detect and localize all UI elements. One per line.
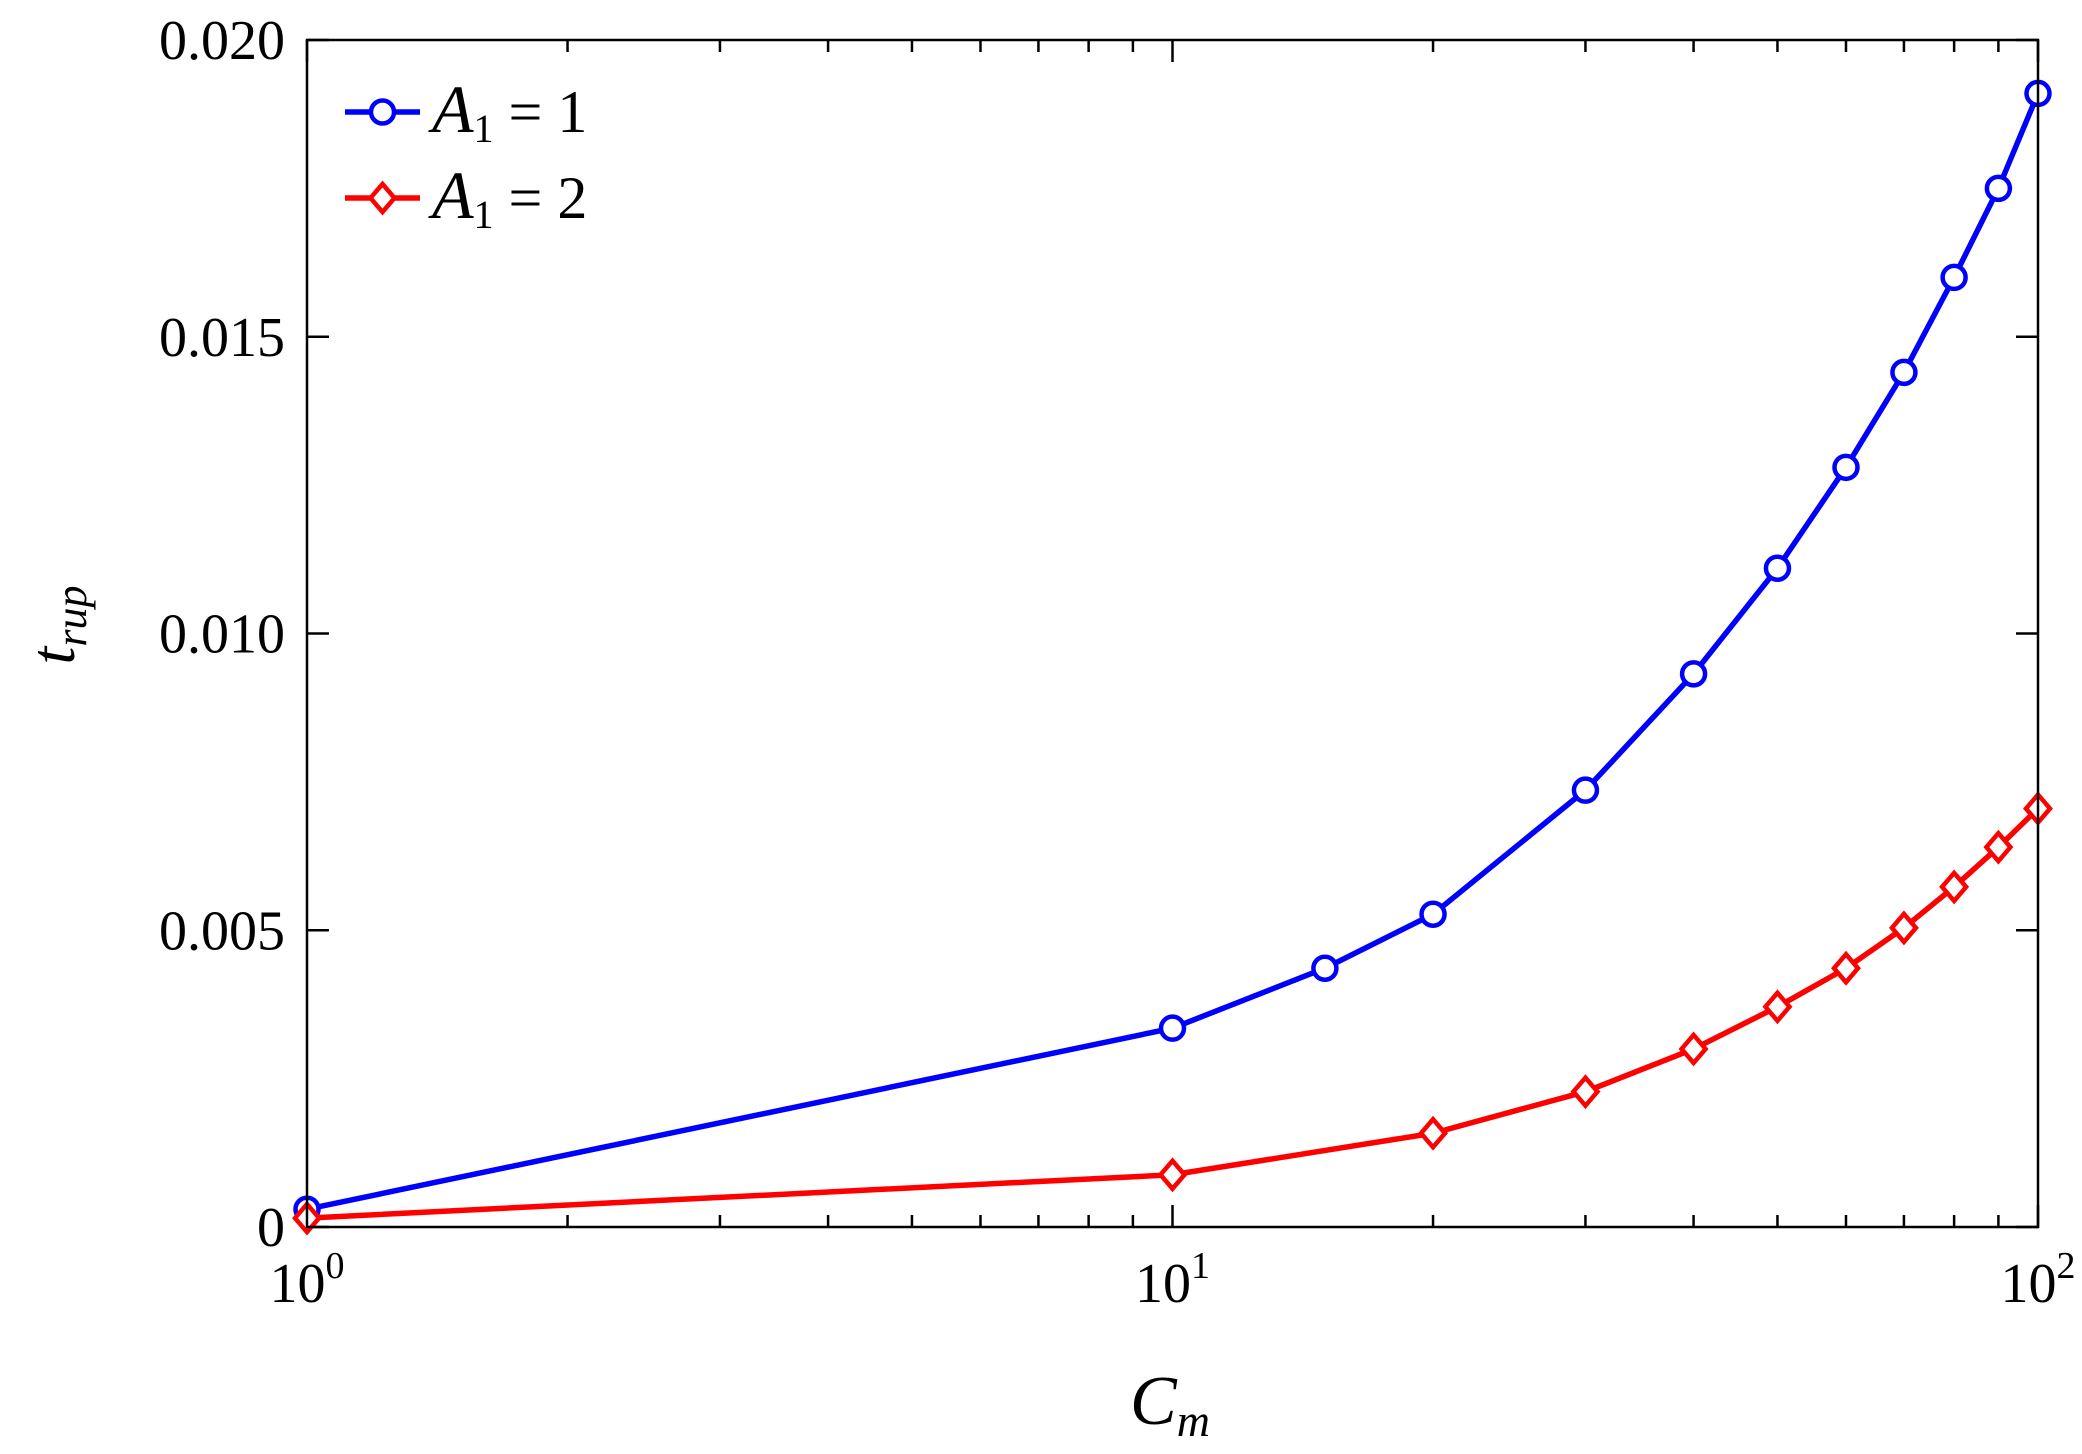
x-tick-label-exponent: 2 [2057, 1245, 2076, 1287]
series-2 [292, 791, 2053, 1236]
data-point-circle [1890, 358, 1918, 387]
plot-frame [305, 38, 2040, 1229]
y-axis-label-main: t [17, 644, 88, 664]
legend-label: A1 = 1 [428, 71, 587, 151]
legend-label-rest: = 2 [494, 165, 588, 231]
data-point-circle [1940, 263, 1968, 292]
legend-entry: A1 = 2 [345, 157, 587, 237]
data-point-diamond [1983, 829, 2014, 865]
series-layer [292, 79, 2053, 1236]
data-point-circle [1311, 954, 1339, 982]
legend-label-rest: = 1 [494, 79, 588, 145]
y-tick-label: 0.010 [159, 604, 285, 666]
legend-label-sub: 1 [474, 106, 494, 151]
legend-marker-diamond [367, 180, 398, 216]
y-tick-label: 0.005 [159, 900, 285, 962]
data-point-diamond [1678, 1031, 1709, 1067]
x-tick-label-base: 10 [2001, 1253, 2057, 1315]
data-point-circle [1419, 900, 1447, 928]
data-point-diamond [1570, 1074, 1601, 1110]
legend-label: A1 = 2 [428, 157, 587, 237]
data-point-diamond [1418, 1115, 1449, 1151]
data-point-diamond [1762, 989, 1793, 1025]
series-line [306, 92, 2041, 1212]
data-point-diamond [1939, 869, 1970, 905]
y-tick-label: 0 [257, 1197, 285, 1259]
data-point-circle [1984, 174, 2013, 203]
y-tick-label: 0.015 [159, 307, 285, 369]
legend: A1 = 1A1 = 2 [345, 71, 587, 237]
legend-marker-circle [368, 98, 397, 126]
x-tick-label: 102 [2001, 1245, 2076, 1315]
data-point-circle [1571, 776, 1600, 804]
x-tick-label-base: 10 [270, 1253, 326, 1315]
series-1 [293, 79, 2052, 1223]
legend-label-main: A [428, 71, 474, 147]
x-tick-label-exponent: 1 [1191, 1245, 1210, 1287]
legend-entry: A1 = 1 [345, 71, 587, 151]
data-point-circle [1832, 453, 1860, 482]
y-axis-label: trup [17, 586, 96, 665]
y-tick-label: 0.020 [159, 10, 285, 72]
data-point-diamond [1157, 1157, 1188, 1193]
x-tick-label: 100 [270, 1245, 345, 1315]
x-axis-label: Cm [1130, 1363, 1210, 1446]
x-tick-label-exponent: 0 [326, 1245, 345, 1287]
data-point-circle [1158, 1014, 1187, 1042]
data-point-circle [1763, 554, 1792, 582]
legend-label-sub: 1 [474, 192, 494, 237]
legend-label-main: A [428, 157, 474, 233]
x-axis-label-sub: m [1177, 1395, 1210, 1446]
data-point-diamond [1888, 910, 1919, 946]
data-point-circle [1679, 660, 1708, 688]
data-point-diamond [1831, 950, 1861, 986]
x-tick-label: 101 [1135, 1245, 1210, 1315]
y-axis-label-sub: rup [47, 586, 96, 647]
x-tick-label-base: 10 [1135, 1253, 1191, 1315]
x-axis-label-main: C [1130, 1363, 1178, 1440]
